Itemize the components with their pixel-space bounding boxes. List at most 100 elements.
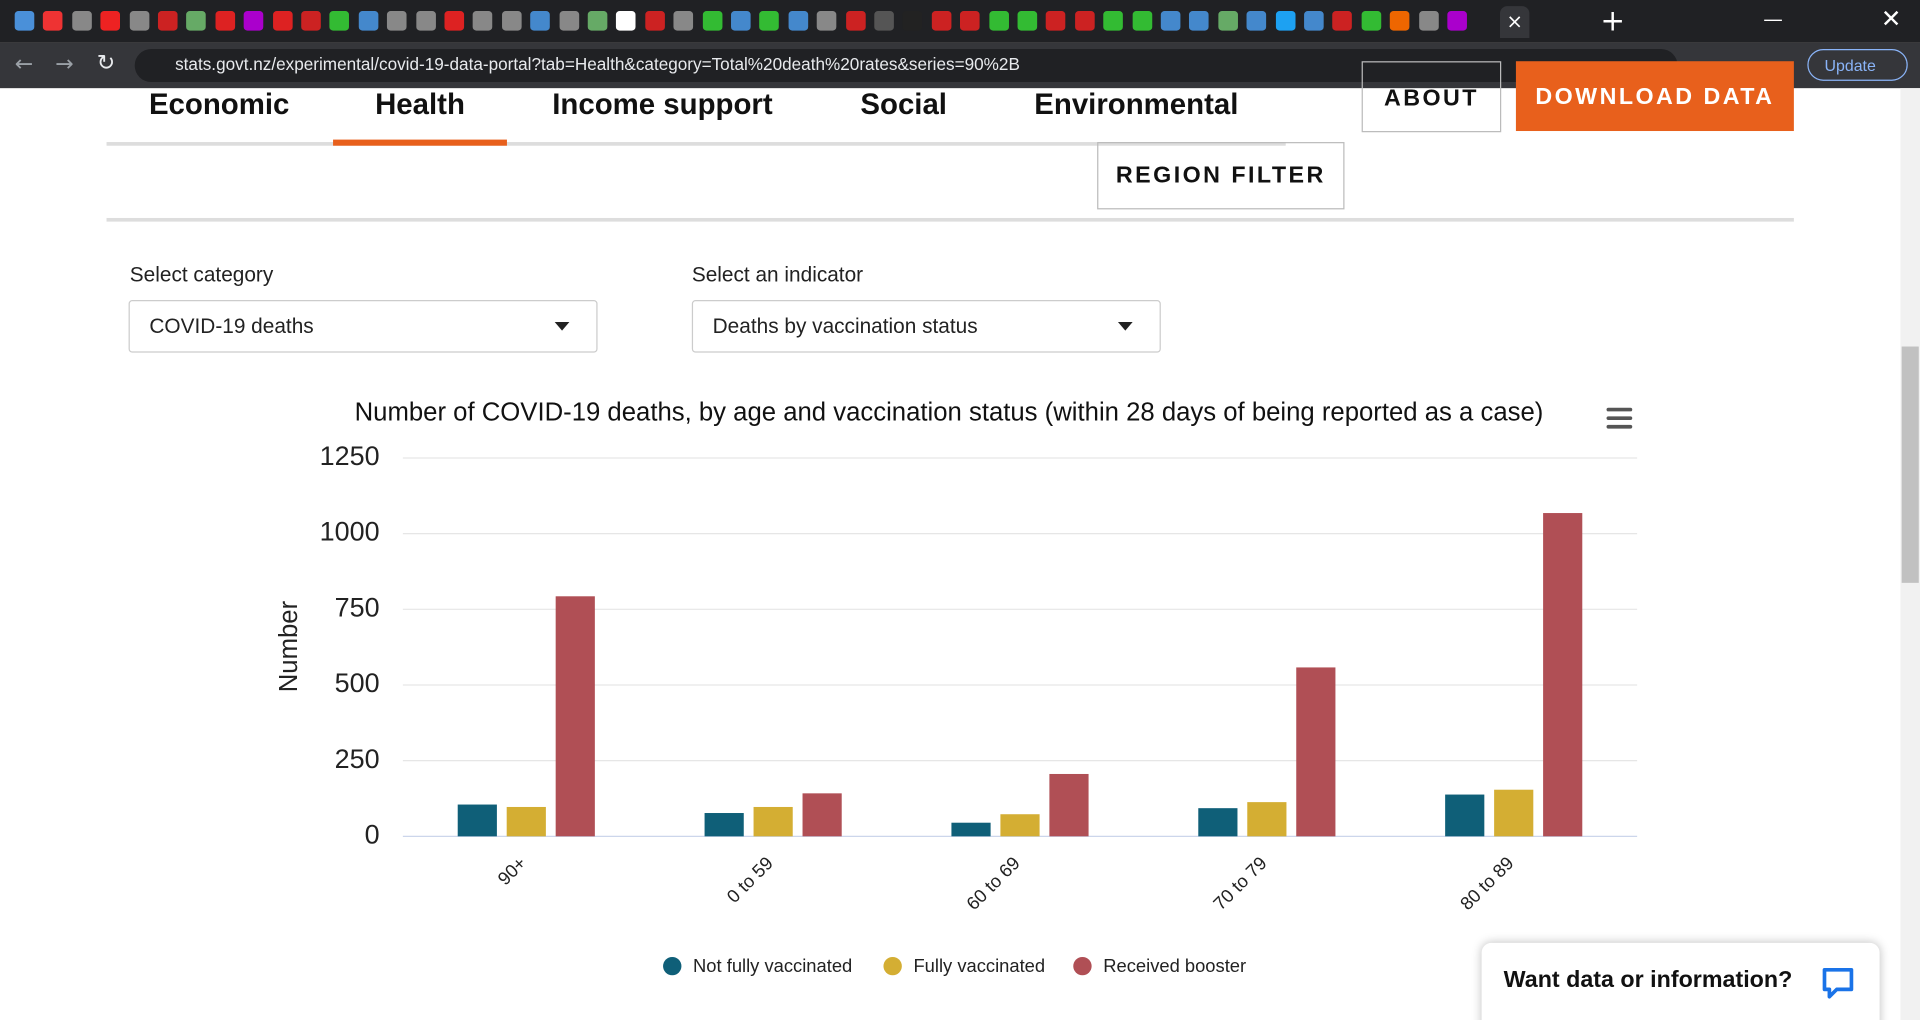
tab-favicon[interactable] <box>215 11 235 31</box>
tab-favicon[interactable] <box>816 11 837 31</box>
scroll-thumb[interactable] <box>1901 346 1919 583</box>
tab-favicon[interactable] <box>14 11 35 31</box>
tab-favicon[interactable] <box>43 11 63 31</box>
tab-favicon[interactable] <box>759 11 780 31</box>
tab-favicon[interactable] <box>243 11 264 31</box>
url-field[interactable] <box>134 48 1678 83</box>
tab-favicon[interactable] <box>1103 11 1124 31</box>
tab-favicon[interactable] <box>559 11 579 31</box>
tab-favicon[interactable] <box>1447 11 1467 31</box>
nav-tab[interactable]: Social <box>860 88 947 122</box>
nav-tab[interactable]: Economic <box>148 88 290 122</box>
bar <box>1494 789 1534 837</box>
tab-favicon[interactable] <box>1390 11 1410 31</box>
tab-favicon[interactable] <box>616 11 636 31</box>
category-select[interactable]: COVID-19 deaths <box>128 300 598 353</box>
bar <box>555 596 595 837</box>
tab-favicon[interactable] <box>673 11 694 31</box>
reload-button[interactable]: ↻ <box>96 50 116 76</box>
indicator-select[interactable]: Deaths by vaccination status <box>691 300 1161 353</box>
tab-favicon[interactable] <box>1074 11 1095 31</box>
x-tick-label: 70 to 79 <box>1209 852 1271 914</box>
active-tab-underline <box>333 139 507 146</box>
forward-button[interactable]: → <box>55 51 74 78</box>
tab-favicon[interactable] <box>415 11 436 31</box>
download-button[interactable]: DOWNLOAD DATA <box>1515 61 1794 132</box>
tab-favicon[interactable] <box>1132 11 1152 31</box>
tab-favicon[interactable] <box>1332 11 1353 31</box>
chat-text[interactable]: Want data or information? <box>1503 967 1793 994</box>
menu-bar <box>1606 416 1633 421</box>
tab-favicon[interactable] <box>100 11 121 31</box>
menu-bar <box>1606 424 1633 429</box>
legend-label: Not fully vaccinated <box>693 955 852 976</box>
tab-favicon[interactable] <box>1160 11 1181 31</box>
tab-favicon[interactable] <box>1304 11 1324 31</box>
minimize-button[interactable]: — <box>1763 7 1783 31</box>
new-tab-button[interactable]: + <box>1600 3 1626 38</box>
tab-favicon[interactable] <box>473 11 493 31</box>
bar <box>1000 814 1040 837</box>
tab-favicon[interactable] <box>1218 11 1238 31</box>
bar <box>506 806 546 837</box>
tab-favicon[interactable] <box>988 11 1009 31</box>
tab-favicon[interactable] <box>1189 11 1210 31</box>
tab-favicon[interactable] <box>1275 11 1296 31</box>
tab-favicon[interactable] <box>874 11 894 31</box>
tab-divider <box>106 142 1286 146</box>
tab-favicon[interactable] <box>931 11 952 31</box>
x-tick-label: 80 to 89 <box>1456 852 1518 914</box>
bar <box>1198 808 1238 837</box>
tab-favicon[interactable] <box>444 11 465 31</box>
tab-favicon[interactable] <box>301 11 321 31</box>
tab-favicon[interactable] <box>702 11 722 31</box>
legend-swatch <box>663 956 682 976</box>
active-tab[interactable]: × <box>1500 6 1530 38</box>
tab-favicon[interactable] <box>1246 11 1267 31</box>
tab-favicon[interactable] <box>501 11 522 31</box>
url[interactable]: stats.govt.nz/experimental/covid-19-data… <box>175 53 1020 74</box>
region-filter-button[interactable]: REGION FILTER <box>1097 142 1345 210</box>
tab-favicon[interactable] <box>1418 11 1439 31</box>
tab-favicon[interactable] <box>71 11 92 31</box>
tab-favicon[interactable] <box>902 11 923 31</box>
tab-favicon[interactable] <box>1046 11 1066 31</box>
legend-label: Fully vaccinated <box>913 955 1045 976</box>
y-tick-label: 500 <box>335 668 380 698</box>
tab-favicon[interactable] <box>186 11 207 31</box>
chat-icon[interactable] <box>1820 965 1857 1002</box>
tab-favicon[interactable] <box>329 11 350 31</box>
y-tick-label: 1000 <box>320 517 380 547</box>
tab-favicon[interactable] <box>387 11 407 31</box>
tab-favicon[interactable] <box>1361 11 1381 31</box>
legend-label: Received booster <box>1103 955 1246 976</box>
tab-favicon[interactable] <box>960 11 980 31</box>
chart-menu[interactable] <box>1606 407 1633 429</box>
tab-favicon[interactable] <box>587 11 608 31</box>
update-button[interactable]: Update <box>1807 48 1908 81</box>
tab-favicon[interactable] <box>788 11 808 31</box>
tab-favicon[interactable] <box>157 11 178 31</box>
divider <box>106 217 1794 222</box>
nav-tab[interactable]: Environmental <box>1034 88 1239 122</box>
close-window-button[interactable]: ✕ <box>1880 3 1902 34</box>
tab-favicon[interactable] <box>1017 11 1038 31</box>
tab-favicon[interactable] <box>129 11 149 31</box>
tab-favicon[interactable] <box>731 11 751 31</box>
tab-favicon[interactable] <box>358 11 379 31</box>
nav-tab[interactable]: Health <box>375 88 465 122</box>
tab-favicon[interactable] <box>845 11 866 31</box>
nav-tab[interactable]: Income support <box>552 88 773 122</box>
tab-favicon[interactable] <box>530 11 551 31</box>
y-tick-label: 0 <box>365 819 380 849</box>
back-button[interactable]: ← <box>14 51 34 78</box>
chat-widget[interactable] <box>1481 942 1880 1020</box>
x-tick-label: 90+ <box>493 852 530 889</box>
chat-bubble <box>1822 967 1854 999</box>
about-button[interactable]: ABOUT <box>1361 61 1502 133</box>
tab-favicon[interactable] <box>645 11 665 31</box>
tab-favicon[interactable] <box>272 11 293 31</box>
